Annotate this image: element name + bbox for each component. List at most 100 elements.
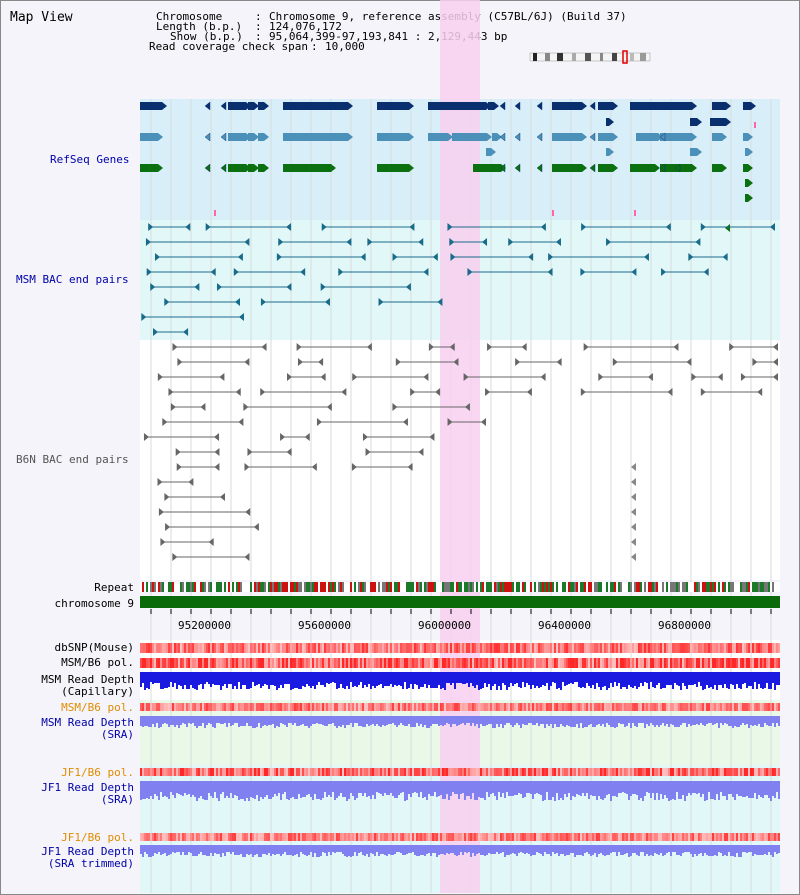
msm-bac-pair-end <box>378 298 384 306</box>
jf1-sra-trimmed-depth-bar <box>736 845 738 853</box>
jf1-sra-trimmed-depth-bar <box>578 845 580 855</box>
msm-capillary-depth-bar <box>176 672 178 689</box>
jf1-b6-pol-heat-cell <box>612 768 614 776</box>
msm-sra-depth-bar <box>532 716 534 725</box>
jf1-sra-trimmed-depth-bar <box>512 845 514 853</box>
refseq-gene-green-arrow <box>748 164 753 172</box>
msm-sra-depth-bar <box>642 716 644 723</box>
jf1-b6-pol2-heat-cell <box>488 833 490 841</box>
msm-b6-pol-heat-cell <box>282 658 284 668</box>
jf1-sra-trimmed-depth-bar <box>582 845 584 856</box>
jf1-sra-depth-bar <box>362 781 364 796</box>
jf1-b6-pol2-heat-cell <box>450 833 452 841</box>
b6n-bac-pair-end <box>311 463 317 471</box>
jf1-sra-depth-bar <box>514 781 516 795</box>
repeat-mark <box>366 582 368 592</box>
jf1-sra-trimmed-depth-bar <box>662 845 664 856</box>
jf1-b6-pol2-heat-cell <box>562 833 564 841</box>
msm-b6-pol2-heat-cell <box>292 703 294 711</box>
jf1-sra-depth-bar <box>532 781 534 799</box>
refseq-gene-mid-arrow <box>722 133 727 141</box>
dbsnp-heat-cell <box>486 643 488 653</box>
dbsnp-heat-cell <box>160 643 162 653</box>
repeat-mark <box>428 582 430 592</box>
msm-capillary-depth-bar <box>274 672 276 686</box>
repeat-mark <box>420 582 422 592</box>
track-label-msm-depth-sra-2: (SRA) <box>100 728 134 741</box>
jf1-b6-pol2-heat-cell <box>328 833 330 841</box>
repeat-mark <box>212 582 214 592</box>
axis-tick-label: 96800000 <box>658 619 711 632</box>
msm-b6-pol-heat-cell <box>510 658 512 668</box>
msm-b6-pol2-heat-cell <box>618 703 620 711</box>
repeat-mark <box>644 582 646 592</box>
jf1-sra-trimmed-depth-bar <box>488 845 490 853</box>
jf1-b6-pol-heat-cell <box>594 768 596 776</box>
repeat-mark <box>770 582 772 592</box>
jf1-sra-depth-bar <box>716 781 718 794</box>
jf1-sra-trimmed-depth-bar <box>384 845 386 855</box>
jf1-sra-depth-bar <box>650 781 652 798</box>
msm-b6-pol-heat-cell <box>490 658 492 668</box>
msm-b6-pol-heat-cell <box>610 658 612 668</box>
msm-b6-pol-heat-cell <box>406 658 408 668</box>
msm-b6-pol2-heat-cell <box>314 703 316 711</box>
jf1-sra-trimmed-depth-bar <box>648 845 650 856</box>
jf1-b6-pol-heat-cell <box>230 768 232 776</box>
dbsnp-heat-cell <box>660 643 662 653</box>
b6n-bac-marker <box>631 538 636 546</box>
msm-bac-pair-end <box>216 283 222 291</box>
jf1-b6-pol2-heat-cell <box>320 833 322 841</box>
msm-sra-depth-bar <box>754 716 756 725</box>
jf1-b6-pol-heat-cell <box>476 768 478 776</box>
jf1-b6-pol2-heat-cell <box>400 833 402 841</box>
jf1-sra-depth-bar <box>480 781 482 798</box>
msm-capillary-depth-bar <box>622 672 624 687</box>
jf1-b6-pol-heat-cell <box>656 768 658 776</box>
jf1-sra-trimmed-depth-bar <box>522 845 524 853</box>
msm-sra-depth-bar <box>192 716 194 723</box>
jf1-b6-pol-heat-cell <box>480 768 482 776</box>
jf1-sra-depth-bar <box>286 781 288 799</box>
repeat-mark <box>738 582 740 592</box>
msm-b6-pol2-heat-cell <box>668 703 670 711</box>
refseq-gene-mid-arrow <box>348 133 353 141</box>
jf1-sra-trimmed-depth-bar <box>278 845 280 854</box>
msm-b6-pol-heat-cell <box>220 658 222 668</box>
dbsnp-heat-cell <box>636 643 638 653</box>
jf1-sra-trimmed-depth-bar <box>682 845 684 853</box>
jf1-sra-trimmed-depth-bar <box>678 845 680 855</box>
jf1-b6-pol2-heat-cell <box>770 833 772 841</box>
msm-sra-depth-bar <box>356 716 358 723</box>
repeat-mark <box>736 582 738 592</box>
msm-b6-pol2-heat-cell <box>336 703 338 711</box>
dbsnp-heat-cell <box>518 643 520 653</box>
msm-capillary-depth-bar <box>206 672 208 682</box>
jf1-sra-depth-bar <box>722 781 724 796</box>
jf1-b6-pol2-heat-cell <box>718 833 720 841</box>
dbsnp-heat-cell <box>570 643 572 653</box>
jf1-sra-depth-bar <box>416 781 418 793</box>
jf1-b6-pol2-heat-cell <box>664 833 666 841</box>
msm-b6-pol-heat-cell <box>154 658 156 668</box>
jf1-b6-pol-heat-cell <box>726 768 728 776</box>
msm-b6-pol2-heat-cell <box>194 703 196 711</box>
jf1-b6-pol-heat-cell <box>644 768 646 776</box>
repeat-mark <box>388 582 390 592</box>
repeat-mark <box>140 582 142 592</box>
jf1-sra-depth-bar <box>246 781 248 798</box>
dbsnp-heat-cell <box>350 643 352 653</box>
jf1-b6-pol2-heat-cell <box>386 833 388 841</box>
msm-b6-pol2-heat-cell <box>346 703 348 711</box>
msm-b6-pol-heat-cell <box>380 658 382 668</box>
msm-b6-pol-heat-cell <box>674 658 676 668</box>
refseq-pink-mark <box>214 210 216 216</box>
msm-capillary-depth-bar <box>308 672 310 686</box>
msm-b6-pol-heat-cell <box>686 658 688 668</box>
jf1-sra-depth-bar <box>454 781 456 794</box>
msm-b6-pol2-heat-cell <box>518 703 520 711</box>
msm-b6-pol-heat-cell <box>526 658 528 668</box>
refseq-gene-dark-arrow <box>613 102 618 110</box>
jf1-sra-depth-bar <box>404 781 406 801</box>
